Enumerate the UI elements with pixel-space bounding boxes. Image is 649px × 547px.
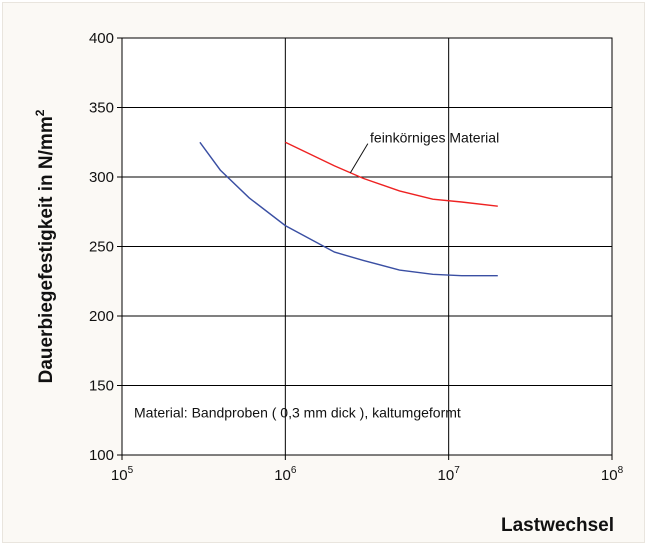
series-line-feinkoerniges-material bbox=[284, 141, 498, 207]
x-tick-labels: 105 106 107 108 bbox=[111, 465, 624, 484]
x-axis-title: Lastwechsel bbox=[501, 515, 614, 536]
y-tick-label: 250 bbox=[89, 239, 114, 256]
y-tick-label: 400 bbox=[89, 30, 114, 47]
x-tick-label: 107 bbox=[438, 465, 461, 484]
y-tick-label: 100 bbox=[89, 447, 114, 464]
series-label-leader bbox=[349, 143, 369, 174]
x-tick-label: 108 bbox=[601, 465, 624, 484]
series-label: feinkörniges Material bbox=[370, 129, 499, 145]
material-note: Material: Bandproben ( 0,3 mm dick ), ka… bbox=[134, 404, 461, 420]
y-tick-label: 200 bbox=[89, 308, 114, 325]
grid-lines bbox=[117, 37, 613, 460]
y-axis-title-superscript: 2 bbox=[33, 109, 47, 116]
y-axis-title-text: Dauerbiegefestigkeit in N/mm bbox=[36, 116, 57, 383]
x-tick-label: 106 bbox=[274, 465, 297, 484]
series-line-standard bbox=[199, 141, 498, 277]
y-tick-label: 300 bbox=[89, 169, 114, 186]
y-axis-title: Dauerbiegefestigkeit in N/mm2 bbox=[33, 109, 57, 383]
x-tick-label: 105 bbox=[111, 465, 134, 484]
series-lines bbox=[199, 141, 498, 277]
y-tick-label: 350 bbox=[89, 100, 114, 117]
y-tick-label: 150 bbox=[89, 378, 114, 395]
y-tick-labels: 100 150 200 250 300 350 400 bbox=[89, 30, 114, 464]
